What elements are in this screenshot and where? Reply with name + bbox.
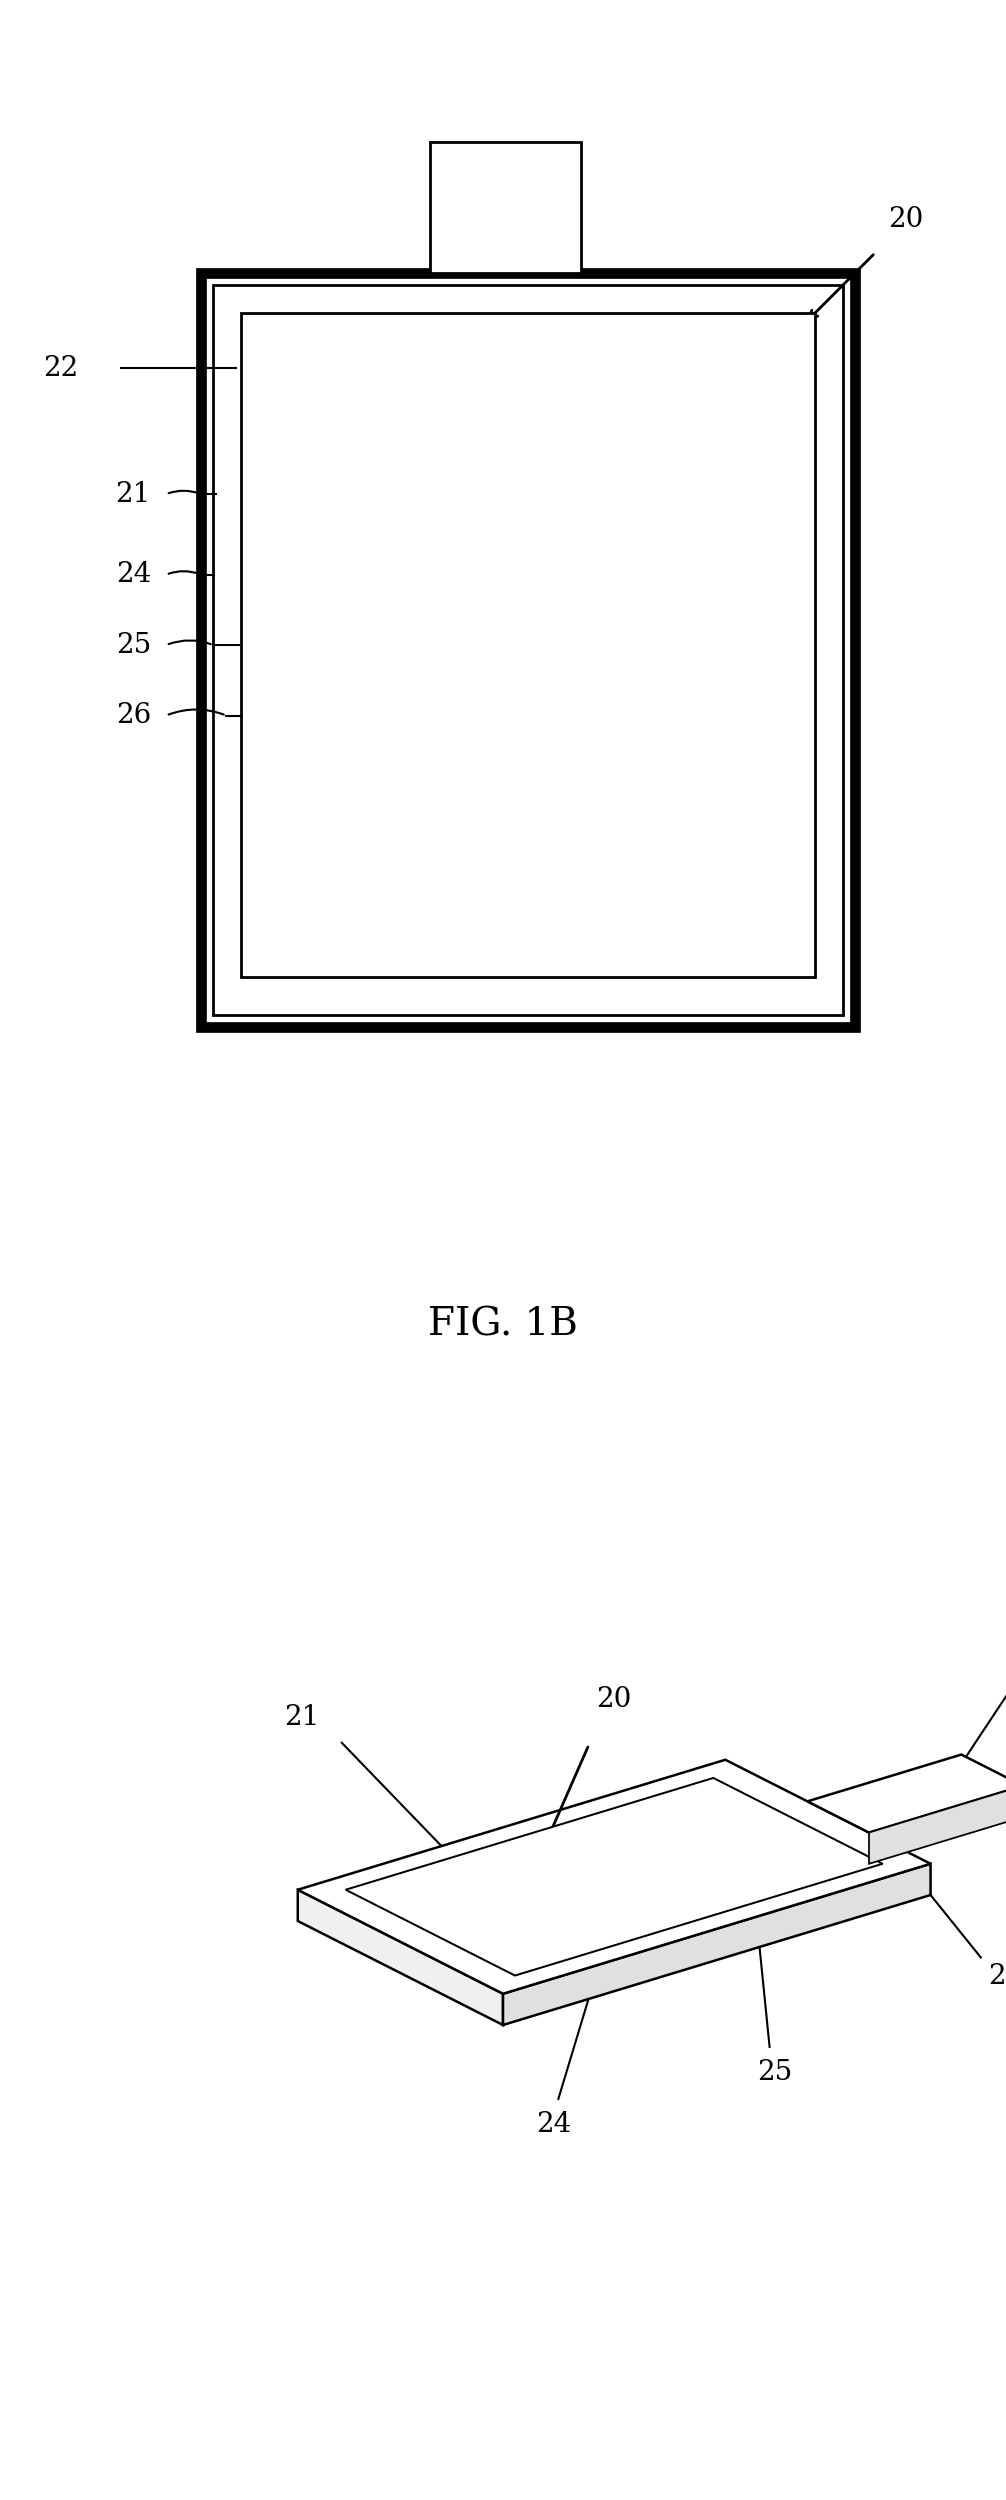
Text: 21: 21 (116, 480, 151, 508)
Text: 25: 25 (116, 632, 151, 658)
Text: 20: 20 (887, 205, 924, 232)
Bar (213, 285, 843, 1015)
Text: FIG. 1B: FIG. 1B (429, 1308, 577, 1342)
Bar (201, 272, 855, 1028)
Text: 20: 20 (597, 1685, 632, 1712)
Polygon shape (298, 1890, 503, 2025)
Text: 24: 24 (535, 2110, 571, 2138)
Polygon shape (503, 1865, 931, 2025)
Polygon shape (808, 1755, 1006, 1832)
Text: 25: 25 (757, 2058, 793, 2085)
Polygon shape (869, 1785, 1006, 1865)
Polygon shape (346, 1778, 882, 1975)
Text: 21: 21 (284, 1705, 319, 1732)
Text: 26: 26 (988, 1962, 1006, 1990)
Text: FIG. 1A: FIG. 1A (429, 175, 577, 210)
Polygon shape (298, 1760, 931, 1995)
Text: 24: 24 (116, 560, 151, 588)
Bar (241, 312, 815, 978)
Text: 26: 26 (116, 703, 151, 730)
Bar (431, 142, 581, 272)
Text: 22: 22 (42, 355, 78, 382)
